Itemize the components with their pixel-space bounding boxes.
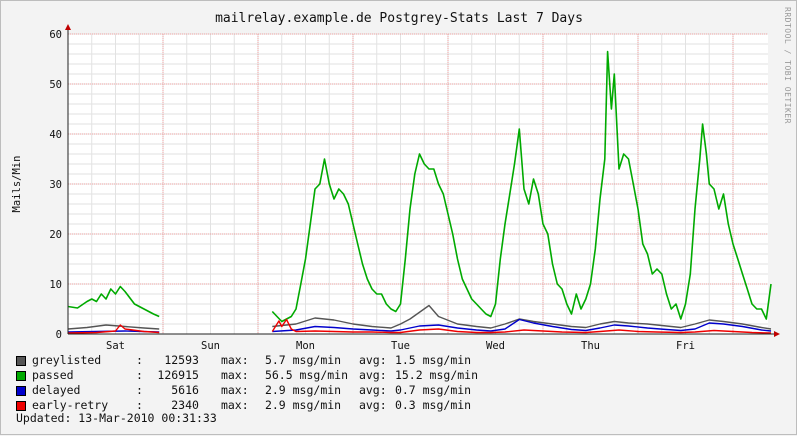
legend-max-value: 56.5 msg/min — [264, 368, 349, 382]
legend-swatch-greylisted — [16, 355, 26, 366]
x-tick-label: Mon — [296, 340, 315, 352]
y-tick-label: 20 — [49, 229, 62, 241]
legend-max-value: 2.9 msg/min — [264, 398, 342, 412]
y-tick-label: 10 — [49, 279, 62, 291]
legend-avg-value: 0.7 msg/min — [394, 383, 472, 397]
legend-swatch-early-retry — [16, 400, 26, 411]
legend-name: passed — [32, 368, 74, 382]
x-tick-label: Thu — [581, 340, 600, 352]
y-tick-label: 50 — [49, 79, 62, 91]
legend-row-passed: passed: 126915 max: 56.5 msg/min avg: 15… — [16, 368, 478, 383]
legend-avg-label: avg: — [358, 383, 387, 397]
legend-max-value: 2.9 msg/min — [264, 383, 342, 397]
y-tick-label: 30 — [49, 179, 62, 191]
legend-row-delayed: delayed: 5616 max: 2.9 msg/min avg: 0.7 … — [16, 383, 478, 398]
legend: greylisted: 12593 max: 5.7 msg/min avg: … — [16, 353, 478, 413]
legend-swatch-delayed — [16, 385, 26, 396]
legend-avg-label: avg: — [358, 398, 387, 412]
y-axis-arrow — [65, 24, 71, 30]
y-tick-label: 0 — [56, 329, 62, 341]
legend-total: 12593 — [164, 353, 199, 367]
legend-separator: : — [136, 383, 143, 397]
x-tick-label: Tue — [391, 340, 410, 352]
x-tick-label: Fri — [676, 340, 695, 352]
x-tick-label: Sat — [106, 340, 125, 352]
legend-avg-label: avg: — [358, 353, 387, 367]
legend-total: 126915 — [157, 368, 199, 382]
legend-separator: : — [136, 353, 143, 367]
legend-max-label: max: — [220, 353, 249, 367]
series-greylisted — [67, 304, 772, 330]
y-tick-label: 60 — [49, 29, 62, 41]
legend-name: early-retry — [32, 398, 109, 412]
legend-avg-value: 1.5 msg/min — [394, 353, 472, 367]
legend-separator: : — [136, 368, 143, 382]
series-passed — [67, 50, 772, 323]
x-axis-arrow — [774, 331, 780, 337]
legend-total: 5616 — [171, 383, 199, 397]
legend-max-label: max: — [220, 368, 249, 382]
legend-total: 2340 — [171, 398, 199, 412]
y-tick-label: 40 — [49, 129, 62, 141]
series-early-retry — [67, 318, 772, 334]
legend-max-label: max: — [220, 383, 249, 397]
legend-name: greylisted — [32, 353, 102, 367]
legend-max-label: max: — [220, 398, 249, 412]
y-axis-label: Mails/Min — [11, 156, 23, 213]
chart-title: mailrelay.example.de Postgrey-Stats Last… — [215, 11, 583, 26]
rrdtool-watermark: RRDTOOL / TOBI OETIKER — [783, 7, 792, 124]
legend-avg-label: avg: — [358, 368, 387, 382]
legend-avg-value: 0.3 msg/min — [394, 398, 472, 412]
legend-avg-value: 15.2 msg/min — [394, 368, 479, 382]
legend-name: delayed — [32, 383, 81, 397]
updated-timestamp: Updated: 13-Mar-2010 00:31:33 — [16, 411, 217, 425]
x-tick-label: Wed — [486, 340, 505, 352]
legend-row-early-retry: early-retry: 2340 max: 2.9 msg/min avg: … — [16, 398, 478, 413]
legend-separator: : — [136, 398, 143, 412]
legend-swatch-passed — [16, 370, 26, 381]
legend-row-greylisted: greylisted: 12593 max: 5.7 msg/min avg: … — [16, 353, 478, 368]
x-tick-label: Sun — [201, 340, 220, 352]
legend-max-value: 5.7 msg/min — [264, 353, 342, 367]
